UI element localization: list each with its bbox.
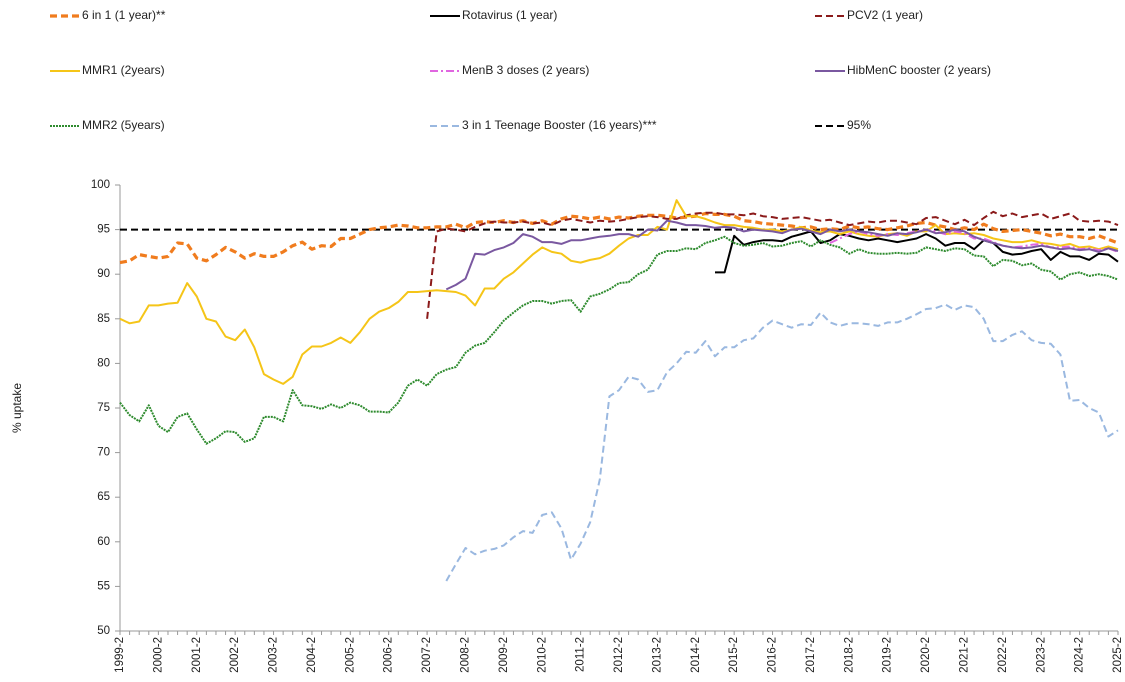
legend-label: 3 in 1 Teenage Booster (16 years)*** — [462, 118, 657, 132]
x-tick-label: 2024-2 — [1074, 637, 1086, 673]
x-tick-label: 2008-2 — [459, 637, 471, 673]
y-tick-label: 55 — [97, 580, 110, 592]
legend-label: Rotavirus (1 year) — [462, 8, 557, 22]
series-line — [119, 211, 1119, 265]
x-tick-label: 2018-2 — [843, 637, 855, 673]
x-tick-label: 2019-2 — [882, 637, 894, 673]
x-tick-label: 2023-2 — [1035, 637, 1047, 673]
y-tick-label: 75 — [97, 402, 110, 414]
series-line — [445, 219, 1119, 291]
y-tick-label: 50 — [97, 625, 110, 637]
x-tick-label: 2001-2 — [191, 637, 203, 673]
x-tick-label: 2013-2 — [651, 637, 663, 673]
x-tick-label: 2005-2 — [344, 637, 356, 673]
x-tick-label: 2002-2 — [229, 637, 241, 673]
x-tick-label: 2016-2 — [767, 637, 779, 673]
x-tick-label: 2006-2 — [383, 637, 395, 673]
x-tick-label: 2003-2 — [268, 637, 280, 673]
x-tick-label: 2011-2 — [575, 637, 587, 672]
x-tick-label: 2015-2 — [728, 637, 740, 673]
x-tick-label: 2010-2 — [536, 637, 548, 673]
legend-label: HibMenC booster (2 years) — [847, 63, 991, 77]
series-line — [445, 303, 1119, 582]
x-tick-label: 2004-2 — [306, 637, 318, 673]
x-tick-label: 2000-2 — [152, 637, 164, 673]
series-line — [426, 210, 1119, 319]
legend-label: MMR1 (2years) — [82, 63, 165, 77]
series-line — [119, 199, 1119, 385]
y-tick-label: 90 — [97, 268, 110, 280]
y-tick-label: 100 — [91, 179, 110, 191]
y-tick-label: 65 — [97, 491, 110, 503]
legend-label: MenB 3 doses (2 years) — [462, 63, 589, 77]
x-tick-label: 2025-2 — [1112, 637, 1124, 673]
y-tick-label: 95 — [97, 224, 110, 236]
x-tick-label: 2014-2 — [690, 637, 702, 673]
y-tick-label: 80 — [97, 357, 110, 369]
x-tick-label: 2007-2 — [421, 637, 433, 673]
y-tick-label: 85 — [97, 313, 110, 325]
legend-label: MMR2 (5years) — [82, 118, 165, 132]
x-tick-label: 2021-2 — [958, 637, 970, 673]
x-tick-label: 2009-2 — [498, 637, 510, 673]
y-axis-label: % uptake — [10, 383, 24, 433]
legend-label: 6 in 1 (1 year)** — [82, 8, 166, 22]
y-tick-label: 70 — [97, 447, 110, 459]
x-tick-label: 2012-2 — [613, 637, 625, 673]
series-line — [715, 230, 1119, 274]
legend-label: 95% — [847, 118, 871, 132]
x-tick-label: 1999-2 — [114, 637, 126, 673]
x-tick-label: 2020-2 — [920, 637, 932, 673]
series-line — [829, 228, 1119, 253]
y-tick-label: 60 — [97, 536, 110, 548]
legend-label: PCV2 (1 year) — [847, 8, 923, 22]
x-tick-label: 2022-2 — [997, 637, 1009, 673]
x-tick-label: 2017-2 — [805, 637, 817, 673]
series-line — [119, 235, 1119, 445]
